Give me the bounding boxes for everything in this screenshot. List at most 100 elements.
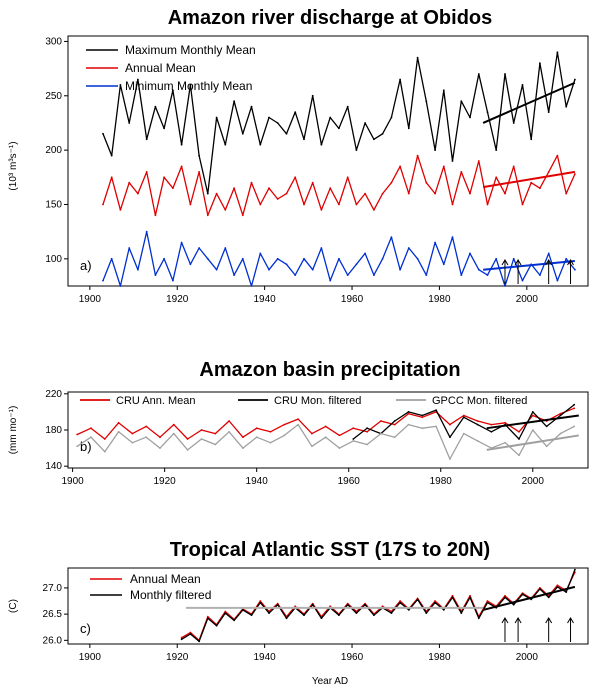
data-point (434, 241, 436, 244)
data-point (268, 268, 270, 271)
data-point (241, 214, 244, 217)
data-point (364, 603, 366, 606)
trend-line (482, 170, 576, 189)
x-tick-label: 1940 (246, 476, 269, 487)
event-arrow-head (545, 617, 553, 624)
data-point (172, 279, 174, 282)
data-point (119, 285, 122, 287)
data-point (198, 171, 201, 173)
data-point (425, 181, 428, 184)
data-point (476, 423, 479, 426)
data-point (276, 198, 279, 200)
data-point (545, 445, 548, 448)
data-point (283, 423, 286, 426)
data-point (241, 257, 244, 260)
data-point (259, 143, 262, 146)
x-axis-label: Year AD (312, 676, 348, 687)
data-point (495, 176, 498, 179)
data-point (539, 62, 541, 65)
data-point (490, 430, 493, 433)
data-point (329, 605, 332, 608)
data-point (103, 450, 106, 453)
plot-body: 1900 1920 1940 1960 1980 2000 26.0 26.5 27.0 (43, 568, 576, 663)
x-tick-label: 1980 (428, 294, 451, 305)
x-tick-label: 1960 (338, 476, 361, 487)
data-point (556, 586, 559, 588)
data-point (311, 603, 314, 606)
data-point (462, 414, 465, 417)
series-line (76, 407, 575, 440)
data-point (172, 432, 175, 435)
data-point (303, 138, 305, 141)
data-point (250, 105, 253, 108)
data-point (460, 100, 463, 103)
legend-label: CRU Ann. Mean (116, 395, 195, 407)
legend-label: Monthly filtered (130, 588, 211, 602)
data-point (518, 438, 520, 440)
data-point (460, 171, 463, 173)
data-point (119, 84, 122, 86)
data-point (373, 209, 375, 211)
data-point (233, 619, 236, 622)
data-point (407, 411, 410, 413)
data-point (490, 423, 493, 426)
data-point (531, 429, 534, 431)
data-point (346, 105, 349, 108)
data-point (390, 116, 393, 119)
data-point (283, 434, 286, 437)
data-point (381, 192, 384, 195)
data-point (442, 165, 445, 168)
data-point (228, 430, 231, 433)
data-point (486, 601, 489, 604)
data-point (352, 440, 355, 442)
data-point (90, 427, 92, 430)
data-point (565, 257, 568, 260)
y-axis-label: (C) (8, 599, 19, 613)
data-point (320, 617, 323, 620)
data-point (329, 116, 332, 119)
data-point (486, 111, 489, 113)
data-point (268, 116, 270, 119)
y-tick-label: 220 (45, 389, 62, 400)
data-point (268, 187, 270, 190)
data-point (338, 434, 341, 437)
data-point (242, 447, 244, 449)
data-point (255, 436, 258, 439)
data-point (469, 192, 471, 195)
data-point (407, 412, 410, 415)
data-point (294, 111, 297, 113)
data-point (559, 412, 562, 415)
panel-label: c) (80, 621, 91, 636)
data-point (303, 203, 305, 206)
plot-body: 1900 1920 1940 1960 1980 2000 100 150 200 250 300 (45, 36, 576, 305)
data-point (355, 263, 358, 266)
data-point (435, 409, 437, 411)
data-point (102, 203, 104, 206)
data-point (518, 454, 520, 457)
y-tick-label: 100 (45, 254, 62, 265)
data-point (486, 203, 489, 206)
data-point (477, 617, 480, 620)
data-point (407, 127, 410, 130)
data-point (539, 187, 541, 190)
data-point (556, 279, 559, 282)
data-point (504, 596, 506, 599)
data-point (435, 425, 437, 428)
data-point (154, 105, 157, 108)
data-point (180, 143, 183, 146)
trend-line (482, 81, 576, 124)
data-point (329, 279, 332, 282)
x-tick-label: 1940 (254, 652, 277, 663)
data-point (512, 122, 515, 124)
data-point (285, 617, 288, 620)
data-point (352, 427, 355, 430)
data-point (504, 594, 506, 597)
data-point (518, 430, 520, 433)
data-point (521, 84, 524, 86)
data-point (163, 176, 166, 179)
data-point (172, 89, 174, 92)
data-point (269, 441, 272, 444)
event-arrow-head (567, 617, 574, 624)
y-tick-label: 26.0 (43, 635, 63, 646)
panel-label: b) (80, 439, 92, 454)
